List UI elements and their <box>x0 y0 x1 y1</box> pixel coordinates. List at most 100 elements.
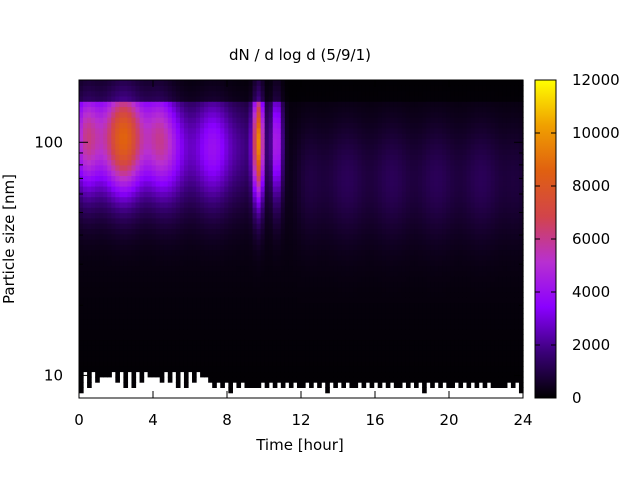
heatmap-cell <box>252 207 258 214</box>
heatmap-cell <box>159 366 165 373</box>
heatmap-cell <box>284 201 290 208</box>
heatmap-cell <box>260 159 266 166</box>
heatmap-cell <box>393 95 399 102</box>
heatmap-cell <box>361 302 367 309</box>
heatmap-cell <box>268 286 274 293</box>
heatmap-cell <box>252 95 258 102</box>
heatmap-cell <box>240 186 246 192</box>
heatmap-cell <box>288 297 294 304</box>
heatmap-cell <box>123 329 129 335</box>
heatmap-cell <box>325 143 330 150</box>
heatmap-cell <box>204 249 209 256</box>
heatmap-cell <box>248 138 254 145</box>
heatmap-cell <box>430 345 435 351</box>
heatmap-cell <box>99 186 104 192</box>
heatmap-cell <box>361 360 367 367</box>
heatmap-cell <box>313 371 318 378</box>
heatmap-cell <box>337 217 342 224</box>
heatmap-cell <box>123 217 129 224</box>
heatmap-cell <box>252 366 258 373</box>
heatmap-cell <box>333 334 338 341</box>
heatmap-cell <box>365 133 371 139</box>
heatmap-cell <box>325 117 330 123</box>
heatmap-cell <box>325 355 330 362</box>
heatmap-cell <box>236 244 242 251</box>
heatmap-cell <box>377 138 383 145</box>
heatmap-cell <box>337 170 342 176</box>
heatmap-cell <box>405 339 411 346</box>
heatmap-cell <box>292 133 298 139</box>
heatmap-cell <box>329 376 334 383</box>
heatmap-cell <box>123 164 129 171</box>
heatmap-cell <box>353 286 359 293</box>
heatmap-cell <box>139 148 145 155</box>
heatmap-cell <box>381 223 387 229</box>
heatmap-cell <box>357 345 363 351</box>
heatmap-cell <box>244 345 250 351</box>
heatmap-cell <box>139 355 145 362</box>
heatmap-cell <box>309 329 314 335</box>
heatmap-cell <box>333 323 338 330</box>
heatmap-cell <box>175 170 181 176</box>
heatmap-cell <box>264 233 270 240</box>
heatmap-cell <box>385 196 391 203</box>
heatmap-cell <box>159 80 165 86</box>
heatmap-cell <box>422 313 427 320</box>
heatmap-cell <box>381 186 387 192</box>
heatmap-cell <box>422 233 427 240</box>
heatmap-cell <box>381 148 387 155</box>
heatmap-cell <box>292 143 298 150</box>
heatmap-cell <box>329 117 334 123</box>
heatmap-cell <box>401 233 407 240</box>
heatmap-cell <box>309 90 314 97</box>
heatmap-cell <box>389 143 395 150</box>
heatmap-cell <box>224 371 229 378</box>
heatmap-cell <box>418 366 423 373</box>
heatmap-cell <box>119 339 124 346</box>
heatmap-cell <box>87 329 92 335</box>
heatmap-cell <box>373 95 379 102</box>
heatmap-cell <box>248 117 254 123</box>
heatmap-cell <box>228 382 233 388</box>
heatmap-cell <box>208 228 213 235</box>
heatmap-cell <box>224 355 229 362</box>
heatmap-cell <box>155 334 161 341</box>
heatmap-cell <box>369 260 375 267</box>
heatmap-cell <box>317 175 322 182</box>
heatmap-cell <box>321 228 326 235</box>
heatmap-cell <box>87 106 92 113</box>
heatmap-cell <box>393 127 399 134</box>
heatmap-cell <box>256 223 262 229</box>
heatmap-cell <box>345 334 351 341</box>
heatmap-cell <box>353 106 359 113</box>
heatmap-cell <box>103 175 108 182</box>
heatmap-cell <box>284 376 290 383</box>
heatmap-cell <box>167 329 173 335</box>
heatmap-cell <box>79 254 84 261</box>
heatmap-cell <box>228 355 233 362</box>
heatmap-cell <box>115 286 120 293</box>
heatmap-cell <box>349 239 355 245</box>
heatmap-cell <box>256 127 262 134</box>
heatmap-cell <box>389 350 395 357</box>
heatmap-cell <box>119 329 124 335</box>
heatmap-cell <box>405 212 411 219</box>
heatmap-cell <box>426 186 431 192</box>
heatmap-cell <box>333 329 338 335</box>
heatmap-cell <box>119 154 124 161</box>
heatmap-cell <box>373 292 379 298</box>
heatmap-cell <box>401 307 407 314</box>
heatmap-cell <box>260 286 266 293</box>
heatmap-cell <box>151 318 157 325</box>
heatmap-cell <box>167 122 173 129</box>
heatmap-cell <box>212 106 217 113</box>
heatmap-cell <box>409 265 415 272</box>
heatmap-cell <box>405 260 411 267</box>
heatmap-cell <box>196 302 201 309</box>
heatmap-cell <box>256 334 262 341</box>
heatmap-cell <box>228 265 233 272</box>
heatmap-cell <box>361 270 367 277</box>
heatmap-cell <box>284 164 290 171</box>
heatmap-cell <box>143 239 149 245</box>
heatmap-cell <box>422 186 427 192</box>
